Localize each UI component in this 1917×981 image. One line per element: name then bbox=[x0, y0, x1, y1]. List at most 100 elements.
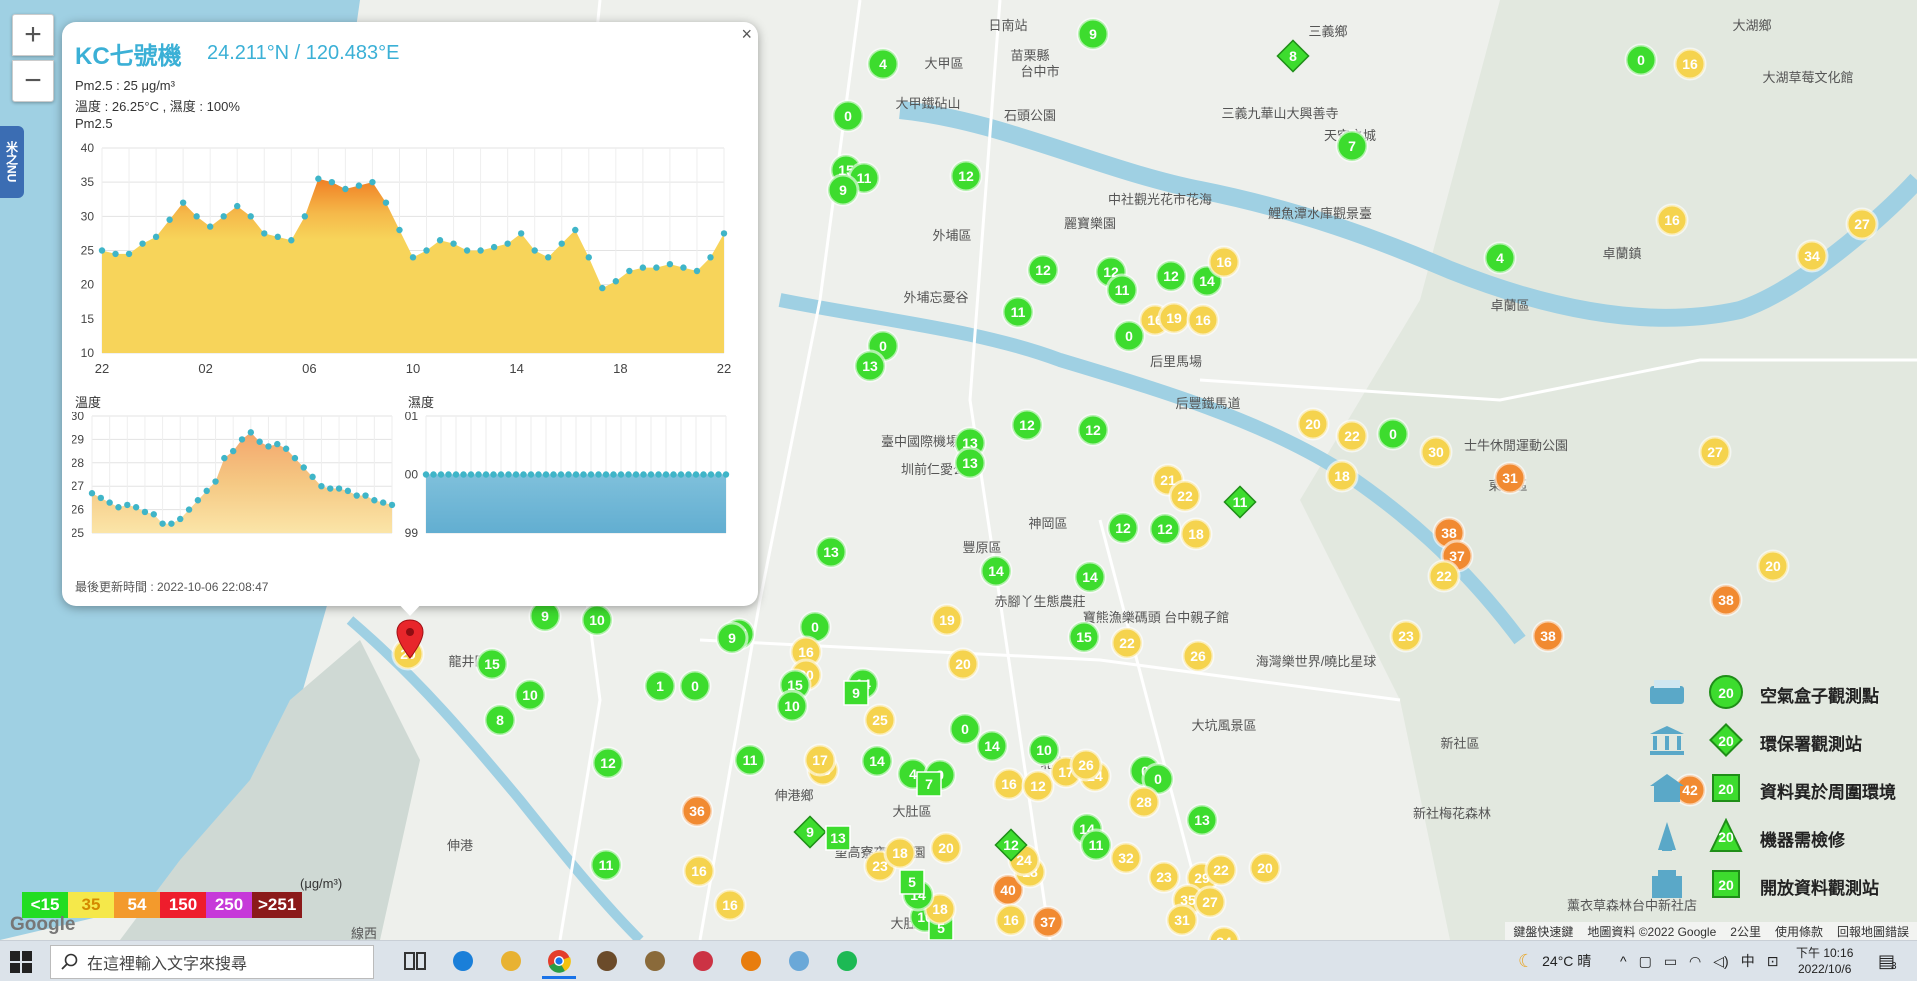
station-marker[interactable]: 25 bbox=[863, 703, 897, 737]
station-marker[interactable]: 11 bbox=[1001, 295, 1035, 329]
station-marker[interactable]: 0 bbox=[678, 669, 712, 703]
ime-mode-icon[interactable]: ⊡ bbox=[1766, 952, 1779, 969]
station-marker[interactable]: 9 bbox=[843, 680, 869, 706]
station-marker[interactable]: 16 bbox=[992, 767, 1026, 801]
station-marker[interactable]: 27 bbox=[1845, 207, 1879, 241]
station-marker[interactable]: 11 bbox=[1223, 485, 1257, 519]
station-marker[interactable]: 22 bbox=[1204, 853, 1238, 887]
station-marker[interactable]: 9 bbox=[715, 621, 749, 655]
station-marker[interactable]: 12 bbox=[1154, 259, 1188, 293]
station-marker[interactable]: 12 bbox=[949, 159, 983, 193]
station-marker[interactable]: 16 bbox=[1207, 245, 1241, 279]
station-marker[interactable]: 28 bbox=[1127, 785, 1161, 819]
station-marker[interactable]: 10 bbox=[513, 678, 547, 712]
chrome-icon[interactable] bbox=[542, 946, 576, 979]
station-marker[interactable]: 38 bbox=[1709, 583, 1743, 617]
spotify-icon[interactable] bbox=[830, 946, 864, 976]
station-marker[interactable]: 16 bbox=[713, 888, 747, 922]
map[interactable]: 日南站大甲區三義鄉苗栗縣台中市大甲鐵砧山石頭公園三義九華山大興善寺天空之城外埔區… bbox=[0, 0, 1917, 940]
ime-indicator[interactable]: 中 bbox=[1740, 953, 1755, 969]
station-marker[interactable]: 17 bbox=[803, 743, 837, 777]
station-marker[interactable]: 13 bbox=[953, 446, 987, 480]
station-marker[interactable]: 22 bbox=[1427, 559, 1461, 593]
zoom-in-button[interactable]: + bbox=[12, 14, 54, 56]
blender-icon[interactable] bbox=[734, 946, 768, 976]
station-marker[interactable]: 12 bbox=[1106, 511, 1140, 545]
notification-center-button[interactable]: ▤ 3 bbox=[1878, 941, 1897, 981]
station-marker[interactable]: 36 bbox=[680, 794, 714, 828]
station-marker[interactable]: 9 bbox=[826, 173, 860, 207]
selected-station-pin-icon[interactable] bbox=[395, 618, 425, 662]
station-marker[interactable]: 13 bbox=[853, 349, 887, 383]
station-marker[interactable]: 5 bbox=[899, 869, 925, 895]
close-popup-button[interactable]: × bbox=[741, 24, 752, 44]
station-marker[interactable]: 10 bbox=[1027, 733, 1061, 767]
station-marker[interactable]: 11 bbox=[1105, 273, 1139, 307]
station-marker[interactable]: 7 bbox=[916, 771, 942, 797]
station-marker[interactable]: 15 bbox=[1067, 620, 1101, 654]
clock[interactable]: 下午 10:16 2022/10/6 bbox=[1796, 941, 1853, 981]
station-marker[interactable]: 14 bbox=[1073, 560, 1107, 594]
station-marker[interactable]: 12 bbox=[1026, 253, 1060, 287]
battery-icon[interactable]: ▭ bbox=[1663, 952, 1678, 969]
station-marker[interactable]: 20 bbox=[1296, 407, 1330, 441]
map-scale-distance[interactable]: 2公里 bbox=[1730, 924, 1761, 939]
station-marker[interactable]: 31 bbox=[1493, 461, 1527, 495]
station-marker[interactable]: 12 bbox=[1010, 408, 1044, 442]
station-marker[interactable]: 0 bbox=[1141, 762, 1175, 796]
station-marker[interactable]: 12 bbox=[1076, 413, 1110, 447]
station-marker[interactable]: 31 bbox=[1165, 903, 1199, 937]
station-marker[interactable]: 14 bbox=[979, 554, 1013, 588]
system-tray-icons[interactable]: ^ ▢ ▭ ◠ ◁) 中 ⊡ bbox=[1620, 941, 1778, 981]
keyboard-shortcuts-link[interactable]: 鍵盤快速鍵 bbox=[1513, 924, 1574, 939]
station-marker[interactable]: 26 bbox=[1069, 748, 1103, 782]
station-marker[interactable]: 8 bbox=[1276, 39, 1310, 73]
station-marker[interactable]: 10 bbox=[775, 689, 809, 723]
station-marker[interactable]: 20 bbox=[929, 831, 963, 865]
station-marker[interactable]: 11 bbox=[1079, 828, 1113, 862]
volume-icon[interactable]: ◁) bbox=[1713, 952, 1729, 969]
station-marker[interactable]: 16 bbox=[994, 903, 1028, 937]
station-marker[interactable]: 0 bbox=[831, 99, 865, 133]
gimp-icon[interactable] bbox=[638, 946, 672, 976]
station-marker[interactable]: 19 bbox=[930, 603, 964, 637]
station-marker[interactable]: 7 bbox=[1335, 129, 1369, 163]
station-marker[interactable]: 20 bbox=[946, 647, 980, 681]
station-marker[interactable]: 22 bbox=[1110, 626, 1144, 660]
station-marker[interactable]: 42 bbox=[1673, 773, 1707, 807]
terms-link[interactable]: 使用條款 bbox=[1774, 924, 1823, 939]
station-marker[interactable]: 16 bbox=[682, 854, 716, 888]
station-marker[interactable]: 12 bbox=[591, 746, 625, 780]
station-marker[interactable]: 12 bbox=[1148, 512, 1182, 546]
station-marker[interactable]: 22 bbox=[1168, 479, 1202, 513]
station-marker[interactable]: 12 bbox=[1021, 769, 1055, 803]
task-view-icon[interactable] bbox=[398, 946, 432, 976]
station-marker[interactable]: 23 bbox=[1147, 860, 1181, 894]
station-marker[interactable]: 0 bbox=[1624, 43, 1658, 77]
station-marker[interactable]: 16 bbox=[1186, 303, 1220, 337]
station-marker[interactable]: 1 bbox=[643, 669, 677, 703]
station-marker[interactable]: 4 bbox=[866, 47, 900, 81]
station-marker[interactable]: 20 bbox=[1248, 851, 1282, 885]
file-explorer-icon[interactable] bbox=[494, 946, 528, 976]
station-marker[interactable]: 13 bbox=[825, 825, 851, 851]
station-marker[interactable]: 14 bbox=[860, 744, 894, 778]
station-marker[interactable]: 20 bbox=[1756, 549, 1790, 583]
wifi-icon[interactable]: ◠ bbox=[1689, 952, 1702, 969]
station-marker[interactable]: 19 bbox=[1157, 301, 1191, 335]
weather-widget[interactable]: ☾ 24°C 晴 bbox=[1518, 941, 1591, 981]
station-marker[interactable]: 18 bbox=[1325, 459, 1359, 493]
station-marker[interactable]: 11 bbox=[733, 743, 767, 777]
edge-icon[interactable] bbox=[446, 946, 480, 976]
station-marker[interactable]: 4 bbox=[1483, 241, 1517, 275]
station-marker[interactable]: 18 bbox=[1179, 517, 1213, 551]
station-marker[interactable]: 16 bbox=[1673, 47, 1707, 81]
windows-start-icon[interactable] bbox=[10, 951, 32, 973]
side-nav-tab[interactable]: 米之NU bbox=[0, 126, 24, 198]
station-marker[interactable]: 38 bbox=[1531, 619, 1565, 653]
station-marker[interactable]: 32 bbox=[1109, 841, 1143, 875]
chevron-up-icon[interactable]: ^ bbox=[1620, 953, 1627, 969]
tray-app-icon[interactable]: ▢ bbox=[1638, 952, 1652, 969]
notepad-icon[interactable] bbox=[782, 946, 816, 976]
